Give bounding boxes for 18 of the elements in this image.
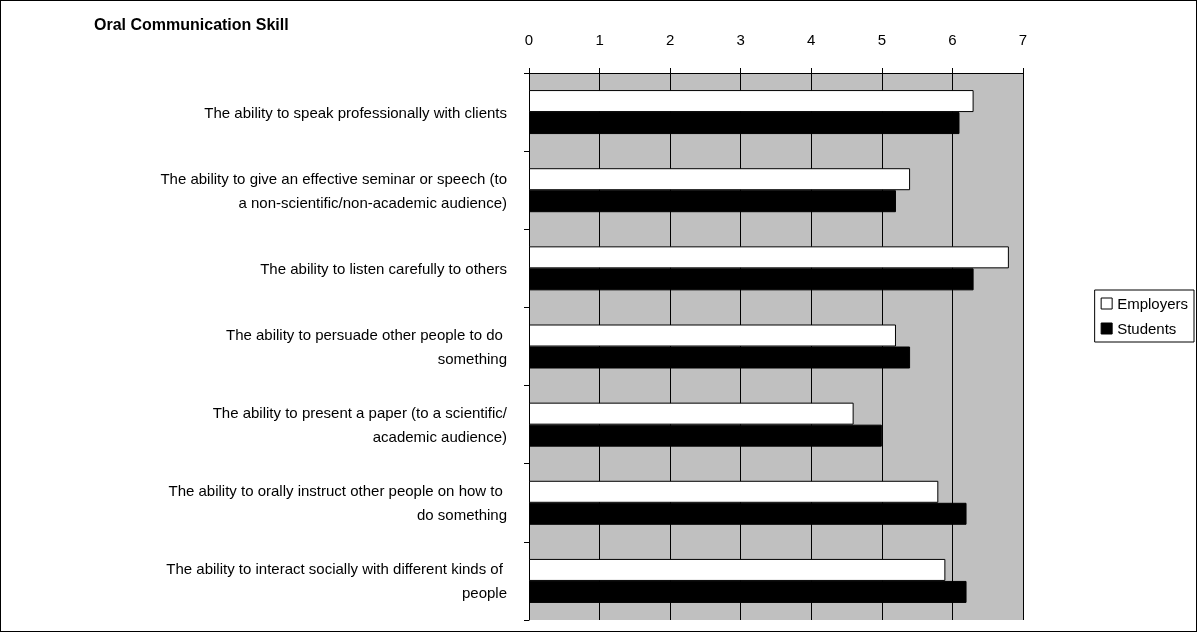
y-tick-label: The ability to persuade other people to do something: [225, 326, 507, 367]
y-tick-label: The ability to interact socially with different kinds of people: [166, 560, 507, 602]
y-tick-label: The ability to give an effective seminar or speech (to a non-scientific/non-academic audience): [160, 169, 507, 211]
x-tick-label: 2: [665, 31, 675, 48]
x-tick-label: 7: [1018, 31, 1028, 48]
y-tick-label: The ability to listen carefully to others: [260, 259, 507, 277]
text: Oral Communication Skill: [94, 15, 289, 33]
y-tick-label: The ability to present a paper (to a scientific/academic audience): [212, 404, 508, 446]
y-tick-label: The ability to speak professionally with clients: [204, 103, 507, 121]
legend-label: Employers: [1117, 295, 1188, 312]
y-tick-label: The ability to orally instruct other people on how to do something: [168, 482, 507, 524]
x-tick-label: 0: [524, 31, 534, 48]
x-tick-label: 4: [807, 31, 816, 48]
x-tick-label: 1: [595, 31, 604, 48]
legend-label: Students: [1117, 320, 1177, 337]
x-tick-label: 5: [877, 31, 887, 48]
x-tick-label: 3: [736, 31, 745, 48]
x-tick-label: 6: [948, 31, 957, 48]
